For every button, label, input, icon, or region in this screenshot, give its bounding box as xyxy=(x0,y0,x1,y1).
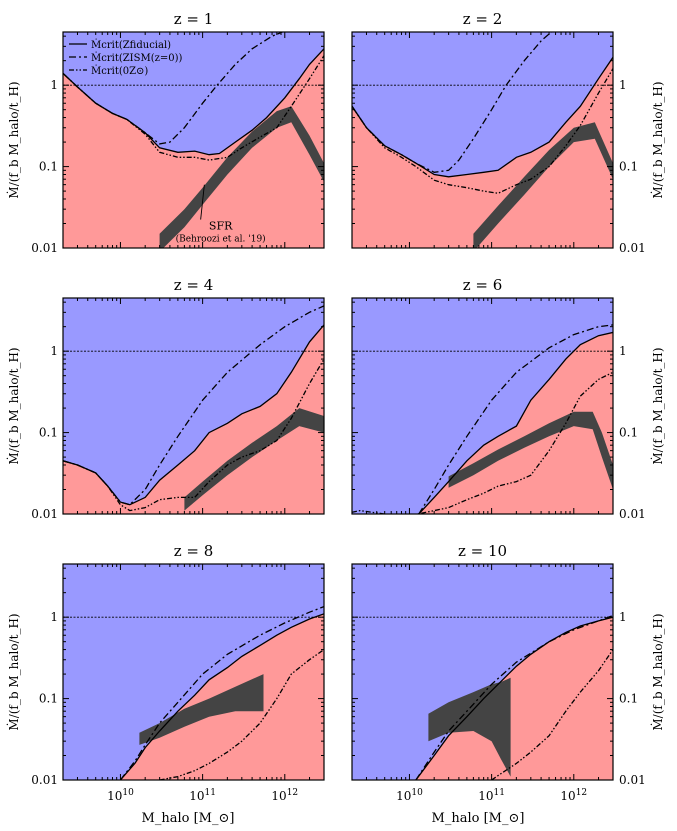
series-line-dash-dot xyxy=(418,324,613,514)
x-tick-label: 1011 xyxy=(478,788,505,803)
plot-area xyxy=(63,564,324,780)
x-tick-label: 1012 xyxy=(560,788,587,803)
region-below xyxy=(352,617,613,780)
y-tick-label: 0.1 xyxy=(39,692,58,706)
x-tick-label: 1010 xyxy=(107,788,134,803)
region-below xyxy=(63,48,324,248)
panel-2: z = 2 0.01 0.1 1 Ṁ/(f_b M_halo/t_H) xyxy=(351,10,665,255)
series-line-dash-dot-dot xyxy=(491,649,613,780)
annotation-arrow xyxy=(200,184,205,220)
sfr-band xyxy=(184,408,324,511)
y-tick-label: 0.01 xyxy=(619,241,646,255)
series-line-solid xyxy=(119,613,324,780)
panel-frame xyxy=(351,31,614,249)
y-tick-label: 0.01 xyxy=(31,507,58,521)
y-axis-label: Ṁ/(f_b M_halo/t_H) xyxy=(650,347,665,464)
panel-3: z = 4 0.01 0.1 1 Ṁ/(f_b M_halo/t_H) xyxy=(6,276,325,521)
x-tick-label: 1012 xyxy=(271,788,298,803)
panel-frame xyxy=(62,297,325,515)
panel-title: z = 6 xyxy=(463,276,503,294)
panel-frame xyxy=(62,563,325,781)
series-line-dash-dot xyxy=(119,605,324,780)
y-tick-label: 1 xyxy=(619,610,627,624)
panel-title: z = 10 xyxy=(458,542,507,560)
y-axis-label: Ṁ/(f_b M_halo/t_H) xyxy=(6,347,21,464)
y-tick-label: 0.1 xyxy=(619,692,638,706)
annotation-source: (Behroozi et al. '19) xyxy=(176,234,266,245)
panel-title: z = 1 xyxy=(174,10,214,28)
series-line-dash-dot xyxy=(415,614,613,780)
y-axis-label: Ṁ/(f_b M_halo/t_H) xyxy=(6,613,21,730)
y-tick-label: 0.01 xyxy=(619,773,646,787)
y-tick-label: 0.1 xyxy=(619,160,638,174)
y-tick-label: 1 xyxy=(619,78,627,92)
sfr-band xyxy=(159,106,324,248)
series-line-dash-dot-dot xyxy=(63,55,324,161)
y-tick-label: 0.01 xyxy=(619,507,646,521)
panel-title: z = 8 xyxy=(174,542,214,560)
plot-area xyxy=(352,564,613,780)
series-line-solid xyxy=(418,331,613,514)
panel-5: z = 8 1010 1011 1012 0.01 0.1 1 Ṁ/(f_b M_halo/t… xyxy=(6,542,325,803)
y-tick-label: 0.01 xyxy=(31,773,58,787)
y-tick-label: 1 xyxy=(619,344,627,358)
panel-frame xyxy=(62,31,325,249)
y-axis-label: Ṁ/(f_b M_halo/t_H) xyxy=(650,81,665,198)
y-tick-label: 0.1 xyxy=(39,426,58,440)
x-axis-label-right: M_halo [M_⊙] xyxy=(432,811,525,826)
plot-area xyxy=(63,32,324,248)
y-tick-label: 0.1 xyxy=(619,426,638,440)
legend-label: Ṁcrit(ZISM(z=0)) xyxy=(91,52,183,64)
y-tick-label: 1 xyxy=(50,610,58,624)
panel-frame xyxy=(351,563,614,781)
x-tick-label: 1011 xyxy=(189,788,216,803)
series-line-solid xyxy=(415,616,613,780)
panel-title: z = 4 xyxy=(174,276,214,294)
sfr-band xyxy=(139,674,264,745)
region-below xyxy=(352,332,613,514)
legend: Ṁcrit(Zfiducial)Ṁcrit(ZISM(z=0))Ṁcrit(0Z… xyxy=(69,39,183,77)
plot-area xyxy=(352,32,613,248)
y-tick-label: 1 xyxy=(50,78,58,92)
legend-label: Ṁcrit(Zfiducial) xyxy=(91,39,171,51)
y-tick-label: 1 xyxy=(50,344,58,358)
plot-area xyxy=(352,298,613,514)
series-line-dash-dot xyxy=(63,305,324,506)
x-axis-label-left: M_halo [M_⊙] xyxy=(142,811,235,826)
y-axis-label: Ṁ/(f_b M_halo/t_H) xyxy=(6,81,21,198)
sfr-band xyxy=(428,677,511,777)
y-axis-label: Ṁ/(f_b M_halo/t_H) xyxy=(650,613,665,730)
x-tick-label: 1010 xyxy=(396,788,423,803)
annotation-sfr: SFR xyxy=(209,220,233,233)
region-below xyxy=(63,324,324,514)
panel-1: z = 1 0.01 0.1 1 Ṁ/(f_b M_halo/t_H) Ṁcrit(Zfi… xyxy=(6,10,325,255)
legend-label: Ṁcrit(0Z⊙) xyxy=(91,65,148,77)
panel-title: z = 2 xyxy=(463,10,503,28)
y-tick-label: 0.1 xyxy=(39,160,58,174)
series-line-dash-dot xyxy=(63,32,285,145)
region-below xyxy=(352,57,613,248)
y-tick-label: 0.01 xyxy=(31,241,58,255)
panels-group: z = 1 0.01 0.1 1 Ṁ/(f_b M_halo/t_H) Ṁcrit(Zfi… xyxy=(6,10,665,803)
plot-area xyxy=(63,298,324,514)
series-line-dash-dot-dot xyxy=(352,68,613,194)
panel-frame xyxy=(351,297,614,515)
sfr-band xyxy=(473,122,613,248)
panel-6: z = 10 1010 1011 1012 0.01 0.1 1 Ṁ/(f_b M_halo/… xyxy=(351,542,665,803)
series-line-dash-dot-dot xyxy=(159,649,324,780)
panel-4: z = 6 0.01 0.1 1 Ṁ/(f_b M_halo/t_H) xyxy=(351,276,665,521)
series-line-dash-dot xyxy=(352,32,553,173)
series-line-dash-dot-dot xyxy=(63,358,324,512)
